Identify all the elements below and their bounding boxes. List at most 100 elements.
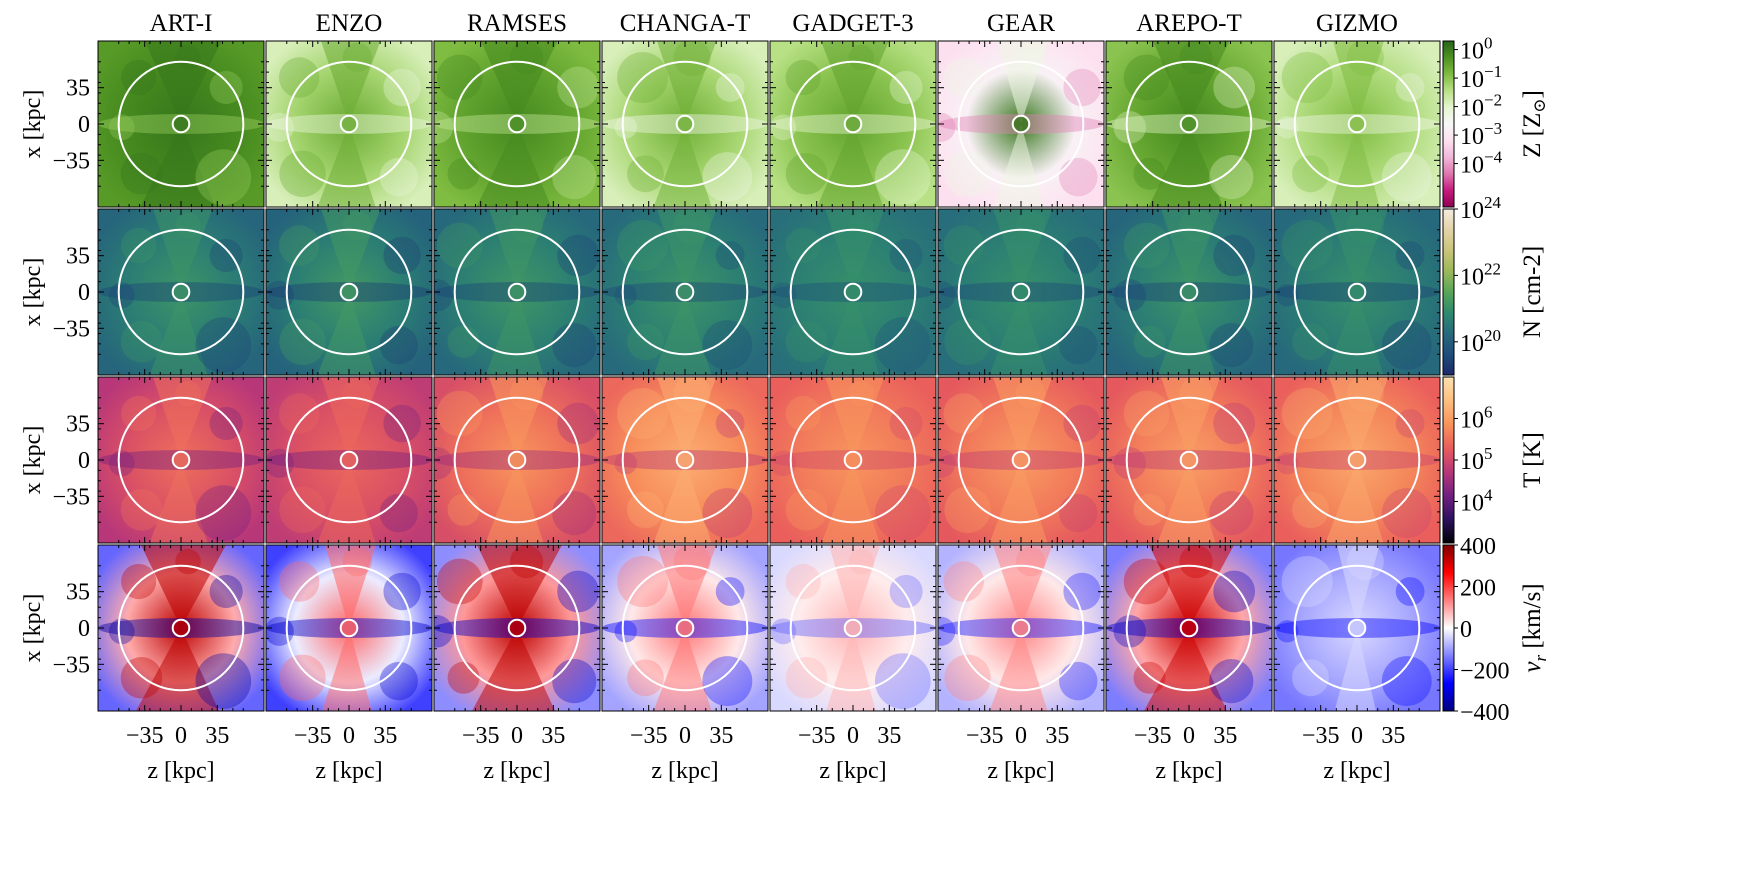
panel-ticks: [602, 209, 768, 375]
structure-blotch: [889, 574, 923, 609]
structure-blotch: [1059, 325, 1098, 365]
outflow-cone-top: [321, 41, 381, 124]
structure-blotch: [702, 152, 753, 203]
structure-blotch: [627, 659, 664, 697]
galaxy-core: [676, 619, 694, 637]
structure-blotch: [278, 57, 320, 98]
inner-radius-circle: [339, 114, 359, 134]
y-tick-label: 35: [66, 580, 90, 606]
structure-blotch: [195, 485, 252, 541]
row-temperature: [97, 376, 1441, 544]
inner-radius-circle: [507, 282, 527, 302]
panel-ticks: [266, 377, 432, 543]
structure-blotch: [175, 44, 201, 71]
colorbar-tick-label: 10−2: [1460, 91, 1502, 122]
structure-blotch: [1213, 402, 1256, 445]
structure-blotch: [108, 282, 135, 309]
colorbar-gradient: [1442, 544, 1455, 712]
outflow-cone-top: [1329, 377, 1389, 460]
structure-blotch: [120, 321, 163, 363]
outer-radius-circle: [789, 396, 917, 524]
outflow-cone-top: [825, 377, 885, 460]
column-title-gadget-3: GADGET-3: [792, 10, 913, 37]
structure-blotch: [1209, 659, 1254, 704]
structure-blotch: [1015, 546, 1046, 577]
structure-blotch: [1276, 620, 1299, 643]
structure-blotch: [715, 577, 745, 606]
panel-art-i-column-density: [97, 208, 265, 376]
structure-blotch: [120, 153, 163, 195]
structure-blotch: [1346, 209, 1384, 245]
galaxy-core: [1012, 619, 1030, 637]
panel-ticks: [434, 545, 600, 711]
structure-blotch: [715, 241, 745, 270]
structure-blotch: [1281, 556, 1333, 608]
structure-blotch: [1292, 155, 1329, 193]
inner-radius-circle: [843, 114, 863, 134]
structure-blotch: [938, 448, 956, 478]
x-tick-label: 0: [1351, 723, 1363, 749]
structure-blotch: [266, 616, 294, 646]
outflow-cone-top: [489, 209, 549, 292]
structure-blotch: [702, 320, 753, 371]
inner-radius-circle: [1179, 282, 1199, 302]
structure-blotch: [342, 210, 373, 241]
panel-arepo-t-radial-velocity: [1105, 544, 1273, 712]
panel-ramses-temperature: [433, 376, 601, 544]
inner-radius-circle: [171, 282, 191, 302]
x-tick-label: 35: [205, 723, 229, 749]
inner-radius-circle: [507, 450, 527, 470]
inner-radius-circle: [171, 450, 191, 470]
colorbar-tick-label: 0: [1460, 617, 1472, 643]
structure-blotch: [108, 450, 135, 477]
structure-blotch: [1113, 111, 1146, 144]
panel-ticks: [1274, 377, 1440, 543]
structure-blotch: [1059, 493, 1098, 533]
colorbar-tick-label: 100: [1460, 34, 1493, 65]
colorbar-gradient: [1442, 376, 1455, 544]
structure-blotch: [627, 155, 664, 193]
panel-enzo-column-density: [265, 208, 433, 376]
structure-blotch: [379, 493, 418, 533]
galaxy-core: [844, 619, 862, 637]
outflow-cone-top: [1161, 377, 1221, 460]
inner-radius-circle: [843, 450, 863, 470]
y-axis-label: x [kpc]: [20, 426, 46, 495]
panel-ticks: [98, 209, 264, 375]
column-title-gizmo: GIZMO: [1316, 10, 1398, 37]
y-tick-label: 35: [66, 412, 90, 438]
outflow-cone-top: [1153, 41, 1230, 124]
structure-blotch: [1179, 377, 1213, 411]
y-tick-label: 0: [78, 280, 90, 306]
outer-radius-circle: [621, 228, 749, 356]
structure-blotch: [379, 157, 418, 197]
outer-radius-circle: [285, 396, 413, 524]
structure-blotch: [342, 42, 373, 73]
galaxy-core: [1348, 619, 1366, 637]
panel-gear-metallicity: [937, 40, 1105, 208]
structure-blotch: [120, 657, 163, 699]
structure-blotch: [1015, 42, 1046, 73]
outflow-cone-top: [321, 377, 381, 460]
outflow-cone-top: [477, 545, 562, 628]
galaxy-core: [1180, 283, 1198, 301]
structure-blotch: [785, 395, 821, 432]
x-tick-label: 0: [511, 723, 523, 749]
outer-radius-circle: [957, 396, 1085, 524]
galaxy-core: [1012, 283, 1030, 301]
structure-blotch: [279, 486, 326, 533]
outer-radius-circle: [1125, 564, 1253, 692]
outflow-cone-top: [321, 209, 381, 292]
colorbar-tick-label: 104: [1460, 486, 1493, 517]
x-tick-label: −35: [630, 723, 668, 749]
inner-radius-circle: [1011, 618, 1031, 638]
x-tick-label: −35: [462, 723, 500, 749]
panel-enzo-temperature: [265, 376, 433, 544]
panel-gadget-3-column-density: [769, 208, 937, 376]
structure-blotch: [785, 153, 828, 195]
structure-blotch: [552, 659, 597, 704]
structure-blotch: [120, 489, 163, 531]
x-tick-label: 0: [1015, 723, 1027, 749]
x-axis-label: z [kpc]: [147, 758, 214, 784]
